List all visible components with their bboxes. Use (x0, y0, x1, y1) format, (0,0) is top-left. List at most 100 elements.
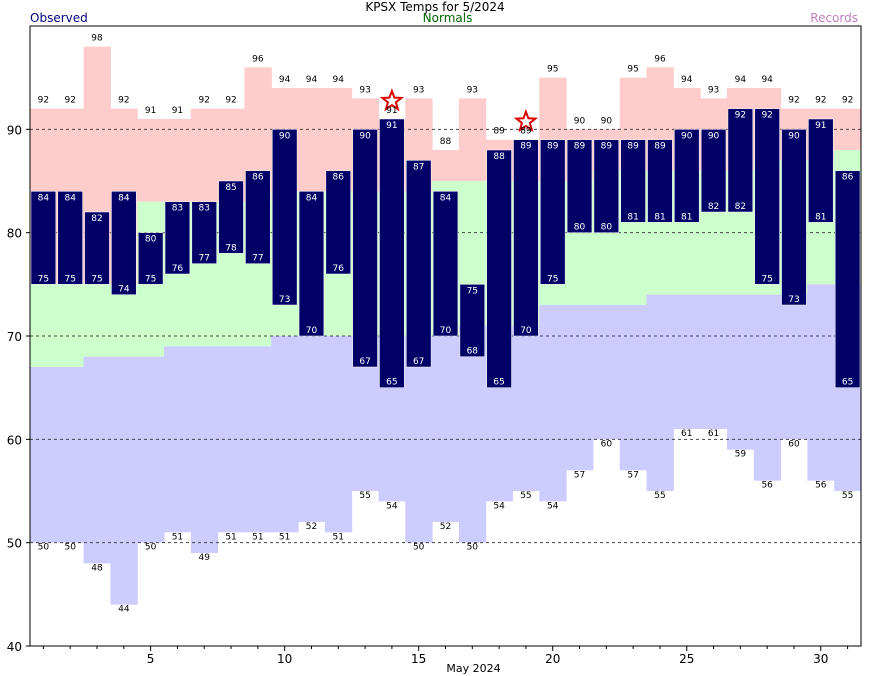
record-low-band (780, 294, 808, 440)
record-high-label: 92 (842, 96, 853, 106)
record-low-band (539, 305, 567, 502)
record-low-label: 55 (842, 491, 853, 501)
observed-high-label: 90 (359, 131, 371, 141)
observed-bar (164, 201, 191, 275)
observed-high-label: 90 (788, 131, 800, 141)
record-high-label: 93 (708, 85, 719, 95)
observed-bar (808, 118, 834, 223)
observed-low-label: 70 (440, 326, 452, 336)
record-low-label: 55 (520, 491, 531, 501)
x-tick-label: 15 (411, 652, 426, 666)
observed-high-label: 83 (172, 204, 183, 214)
observed-high-label: 89 (627, 142, 639, 152)
record-low-band (619, 305, 648, 471)
record-low-label: 52 (440, 522, 451, 532)
observed-bar (593, 139, 619, 233)
record-high-label: 92 (815, 96, 826, 106)
record-low-label: 50 (413, 543, 425, 553)
y-tick-label: 90 (7, 123, 22, 137)
observed-bar (700, 129, 727, 213)
record-low-band (726, 294, 755, 450)
observed-high-label: 89 (601, 142, 613, 152)
record-low-label: 56 (815, 481, 827, 491)
observed-bar (57, 191, 83, 285)
record-high-label: 93 (467, 85, 478, 95)
record-high-label: 93 (413, 85, 424, 95)
normal-band (56, 284, 85, 367)
observed-high-label: 88 (493, 152, 505, 162)
observed-high-label: 75 (467, 286, 478, 296)
observed-bar (30, 191, 57, 285)
x-tick-label: 25 (679, 652, 694, 666)
observed-high-label: 83 (199, 204, 210, 214)
record-high-band (458, 98, 487, 181)
record-low-band (83, 356, 111, 564)
record-high-label: 91 (172, 106, 183, 116)
observed-bar (137, 232, 164, 285)
observed-high-label: 87 (413, 162, 424, 172)
record-low-label: 59 (735, 450, 747, 460)
record-high-label: 92 (38, 96, 49, 106)
observed-high-label: 92 (761, 111, 772, 121)
record-high-label: 95 (547, 65, 558, 75)
record-low-band (298, 336, 326, 522)
record-low-label: 57 (574, 470, 585, 480)
observed-low-label: 65 (493, 378, 504, 388)
record-low-band (753, 294, 782, 481)
observed-bar (84, 211, 110, 285)
record-high-label: 90 (574, 116, 586, 126)
x-tick-label: 5 (147, 652, 155, 666)
record-low-band (592, 305, 621, 440)
observed-bar (218, 180, 244, 254)
record-high-label: 90 (601, 116, 613, 126)
record-low-label: 54 (386, 501, 398, 511)
observed-low-label: 70 (520, 326, 532, 336)
observed-low-label: 81 (681, 212, 692, 222)
record-high-label: 94 (681, 75, 693, 85)
record-low-label: 61 (681, 429, 692, 439)
record-low-band (512, 325, 540, 491)
observed-low-label: 67 (413, 357, 424, 367)
record-high-label: 92 (225, 96, 236, 106)
observed-high-label: 89 (520, 142, 532, 152)
record-high-label: 94 (333, 75, 345, 85)
observed-bar (754, 108, 780, 285)
x-tick-label: 30 (813, 652, 828, 666)
y-tick-label: 60 (7, 433, 22, 447)
y-tick-label: 70 (7, 330, 22, 344)
observed-bar (325, 170, 351, 275)
observed-low-label: 68 (467, 347, 479, 357)
x-axis-label: May 2024 (446, 662, 500, 675)
observed-high-label: 89 (654, 142, 666, 152)
observed-low-label: 80 (574, 223, 586, 233)
record-low-band (700, 294, 728, 429)
record-high-label: 96 (252, 54, 264, 64)
record-low-label: 51 (172, 532, 183, 542)
record-low-label: 49 (199, 553, 211, 563)
observed-high-label: 84 (118, 193, 130, 203)
observed-low-label: 82 (708, 202, 719, 212)
record-low-label: 44 (118, 605, 130, 615)
observed-bar (620, 139, 646, 223)
observed-low-label: 82 (735, 202, 746, 212)
record-low-band (807, 284, 835, 481)
observed-high-label: 91 (386, 121, 397, 131)
observed-bar (272, 129, 298, 306)
observed-low-label: 76 (333, 264, 345, 274)
observed-low-label: 77 (199, 254, 210, 264)
observed-low-label: 67 (359, 357, 370, 367)
observed-high-label: 84 (64, 193, 76, 203)
record-low-label: 54 (493, 501, 505, 511)
observed-bar (781, 129, 807, 306)
record-low-band (324, 336, 353, 533)
observed-bar (459, 284, 485, 357)
observed-bar (352, 129, 378, 368)
observed-high-label: 89 (547, 142, 559, 152)
record-high-label: 91 (145, 106, 156, 116)
record-high-label: 88 (440, 137, 452, 147)
record-low-label: 48 (91, 563, 103, 573)
record-high-label: 89 (493, 127, 505, 137)
record-low-label: 50 (64, 543, 76, 553)
record-star-icon (379, 88, 405, 112)
